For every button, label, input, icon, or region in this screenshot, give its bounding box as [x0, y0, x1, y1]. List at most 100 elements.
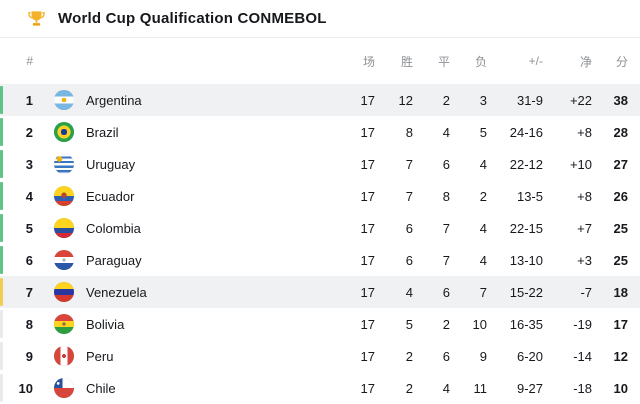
- table-row[interactable]: 10 Chile 17 2 4 11 9-27 -18 10: [0, 372, 640, 404]
- goals-for-against: 6-20: [516, 348, 543, 364]
- matches-played: 17: [360, 284, 375, 300]
- table-row[interactable]: 8 Bolivia 17 5 2 10 16-35 -19 17: [0, 308, 640, 340]
- matches-played: 17: [360, 92, 375, 108]
- goal-difference: -19: [573, 316, 592, 332]
- standings-body: 1 Argentina 17 12 2 3 31-9 +22 38 2 Braz…: [0, 84, 640, 404]
- points: 10: [613, 380, 628, 396]
- flag-argentina-icon: [54, 90, 74, 110]
- matches-played: 17: [360, 220, 375, 236]
- matches-drawn: 6: [442, 348, 450, 364]
- matches-lost: 4: [479, 220, 487, 236]
- table-row[interactable]: 1 Argentina 17 12 2 3 31-9 +22 38: [0, 84, 640, 116]
- team-name: Chile: [86, 380, 116, 396]
- table-row[interactable]: 9 Peru 17 2 6 9 6-20 -14 12: [0, 340, 640, 372]
- matches-lost: 9: [479, 348, 487, 364]
- matches-lost: 2: [479, 188, 487, 204]
- table-row[interactable]: 4 Ecuador 17 7 8 2 13-5 +8 26: [0, 180, 640, 212]
- flag-venezuela-icon: [54, 282, 74, 302]
- qualification-indicator: [0, 342, 3, 370]
- points: 25: [613, 252, 628, 268]
- team-name: Ecuador: [86, 188, 135, 204]
- page-title: World Cup Qualification CONMEBOL: [58, 10, 327, 27]
- points: 25: [613, 220, 628, 236]
- goals-for-against: 15-22: [509, 284, 543, 300]
- points: 28: [613, 124, 628, 140]
- points: 18: [613, 284, 628, 300]
- qualification-indicator: [0, 150, 3, 178]
- matches-lost: 4: [479, 252, 487, 268]
- matches-lost: 3: [479, 92, 487, 108]
- team-rank: 7: [25, 284, 33, 300]
- flag-bolivia-icon: [54, 314, 74, 334]
- matches-played: 17: [360, 156, 375, 172]
- qualification-indicator: [0, 182, 3, 210]
- goals-for-against: 13-10: [509, 252, 543, 268]
- goals-for-against: 24-16: [509, 124, 543, 140]
- team-name: Uruguay: [86, 156, 136, 172]
- team-name: Colombia: [86, 220, 141, 236]
- qualification-indicator: [0, 246, 3, 274]
- goal-difference: +8: [577, 124, 592, 140]
- column-header-lost: 负: [474, 54, 487, 69]
- matches-played: 17: [360, 348, 375, 364]
- goals-for-against: 13-5: [516, 188, 543, 204]
- team-rank: 3: [25, 156, 33, 172]
- column-header-rank: #: [26, 54, 33, 68]
- table-row[interactable]: 6 Paraguay 17 6 7 4 13-10 +3 25: [0, 244, 640, 276]
- column-header-played: 场: [362, 54, 375, 69]
- column-header-goals: +/-: [528, 54, 543, 68]
- column-header-diff: 净: [579, 54, 592, 69]
- goal-difference: -18: [573, 380, 592, 396]
- goals-for-against: 31-9: [516, 92, 543, 108]
- team-rank: 4: [25, 188, 33, 204]
- table-row[interactable]: 2 Brazil 17 8 4 5 24-16 +8 28: [0, 116, 640, 148]
- matches-won: 5: [405, 316, 413, 332]
- team-rank: 6: [25, 252, 33, 268]
- flag-brazil-icon: [54, 122, 74, 142]
- matches-lost: 7: [479, 284, 487, 300]
- matches-drawn: 6: [442, 156, 450, 172]
- table-row[interactable]: 5 Colombia 17 6 7 4 22-15 +7 25: [0, 212, 640, 244]
- matches-played: 17: [360, 316, 375, 332]
- matches-won: 4: [405, 284, 413, 300]
- team-rank: 5: [25, 220, 33, 236]
- column-header-drawn: 平: [437, 54, 450, 69]
- flag-uruguay-icon: [54, 154, 74, 174]
- widget-header: World Cup Qualification CONMEBOL: [0, 0, 640, 38]
- qualification-indicator: [0, 310, 3, 338]
- points: 27: [613, 156, 628, 172]
- flag-paraguay-icon: [54, 250, 74, 270]
- qualification-indicator: [0, 118, 3, 146]
- team-name: Argentina: [86, 92, 142, 108]
- team-rank: 10: [18, 380, 33, 396]
- goals-for-against: 9-27: [516, 380, 543, 396]
- team-name: Venezuela: [86, 284, 147, 300]
- team-name: Brazil: [86, 124, 119, 140]
- team-name: Paraguay: [86, 252, 142, 268]
- matches-won: 8: [405, 124, 413, 140]
- goal-difference: -7: [580, 284, 592, 300]
- matches-drawn: 7: [442, 252, 450, 268]
- matches-won: 7: [405, 188, 413, 204]
- goal-difference: -14: [573, 348, 592, 364]
- goal-difference: +10: [569, 156, 592, 172]
- matches-won: 12: [398, 92, 413, 108]
- column-header-won: 胜: [400, 54, 413, 69]
- matches-drawn: 7: [442, 220, 450, 236]
- qualification-indicator: [0, 278, 3, 306]
- matches-won: 6: [405, 220, 413, 236]
- matches-drawn: 4: [442, 124, 450, 140]
- matches-drawn: 6: [442, 284, 450, 300]
- table-row[interactable]: 3 Uruguay 17 7 6 4 22-12 +10 27: [0, 148, 640, 180]
- flag-chile-icon: [54, 378, 74, 398]
- qualification-indicator: [0, 374, 3, 402]
- table-row[interactable]: 7 Venezuela 17 4 6 7 15-22 -7 18: [0, 276, 640, 308]
- qualification-indicator: [0, 86, 3, 114]
- matches-won: 2: [405, 380, 413, 396]
- matches-drawn: 2: [442, 92, 450, 108]
- matches-lost: 11: [473, 380, 488, 396]
- matches-won: 2: [405, 348, 413, 364]
- matches-played: 17: [360, 124, 375, 140]
- points: 12: [613, 348, 628, 364]
